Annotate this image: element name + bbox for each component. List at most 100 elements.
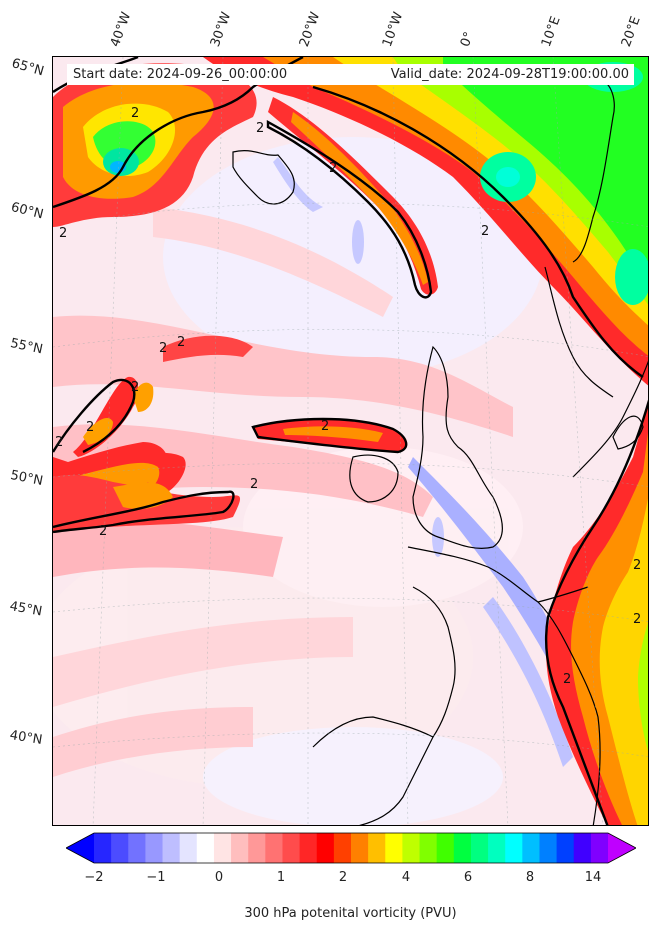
colorbar-cell: [248, 833, 266, 863]
colorbar-cell: [333, 833, 352, 863]
colorbar-cell: [453, 833, 472, 863]
lon-label: 30°W: [207, 10, 235, 49]
contour-label: 2: [329, 161, 337, 176]
lon-label: 10°E: [538, 14, 564, 50]
lon-label: 20°W: [296, 10, 324, 49]
lon-label: 0°: [457, 29, 478, 49]
colorbar-tick-label: 0: [214, 870, 224, 885]
contour-label: 2: [633, 612, 641, 627]
coastlines: [232, 80, 648, 825]
contour-northeast: [312, 85, 644, 378]
colorbar-outline: [66, 832, 636, 864]
colorbar-cell: [196, 833, 215, 863]
lat-label: 50°N: [9, 468, 45, 489]
colorbar-cell: [522, 833, 541, 863]
valid-date-label: Valid_date: 2024-09-28T19:00:00.00: [390, 67, 629, 82]
france-north-coast: [407, 546, 589, 603]
colorbar-cell: [265, 833, 284, 863]
lat-label: 65°N: [9, 56, 46, 80]
colorbar-cell: [488, 833, 506, 863]
colorbar-cell: [368, 833, 386, 863]
lon-label: 40°W: [107, 10, 135, 49]
colorbar-cell: [128, 833, 146, 863]
contour-filament: [266, 119, 433, 299]
colorbar-cell: [231, 833, 249, 863]
iberia-north-coast: [312, 716, 434, 748]
graticule: [53, 57, 648, 825]
contour-label: 2: [55, 435, 63, 450]
colorbar-tick-label: 14: [584, 870, 602, 885]
map-panel: 2 2 2 2 2 2 2 2 2 2 2 2 2 2 2 2: [52, 56, 649, 826]
lat-label: 45°N: [8, 599, 44, 620]
colorbar-cell: [94, 833, 112, 863]
colorbar-cell: [385, 833, 403, 863]
colorbar-cell: [162, 833, 181, 863]
colorbar-cell: [590, 833, 609, 863]
contour-label: 2: [250, 477, 258, 492]
greenland-norway-outline: [572, 80, 615, 263]
contour-label: 2: [177, 335, 185, 350]
colorbar-extend-high: [608, 833, 636, 863]
colorbar-tick-label: −1: [146, 870, 166, 885]
contour-label: 2: [159, 341, 167, 356]
colorbar-cell: [573, 833, 592, 863]
colorbar-cell: [470, 833, 489, 863]
great-britain-outline: [412, 345, 503, 549]
france-iberia-west-coast: [358, 586, 456, 825]
colorbar-cell: [299, 833, 318, 863]
contour-atlantic-south: [53, 490, 235, 534]
colorbar-cell: [179, 833, 198, 863]
colorbar-tick-label: 2: [338, 870, 348, 885]
lon-label: 20°E: [618, 14, 644, 50]
contour-label: 2: [481, 224, 489, 239]
colorbar-cell: [145, 833, 164, 863]
colorbar-cell: [556, 833, 575, 863]
start-date-label: Start date: 2024-09-26_00:00:00: [73, 67, 288, 82]
denmark-outline: [612, 415, 644, 450]
iceland-outline: [232, 150, 295, 205]
contour-label: 2: [99, 524, 107, 539]
contour-atlantic-central: [251, 417, 408, 454]
colorbar-cell: [351, 833, 369, 863]
lat-label: 55°N: [8, 336, 45, 358]
colorbar-title: 300 hPa potenital vorticity (PVU): [244, 906, 457, 921]
france-east-boundary: [537, 601, 601, 825]
colorbar-cell: [111, 833, 129, 863]
lat-label: 60°N: [9, 200, 45, 223]
contour-label: 2: [563, 672, 571, 687]
lat-label: 40°N: [8, 728, 44, 748]
contour-label: 2: [59, 226, 67, 241]
contour-label: 2: [321, 419, 329, 434]
contour-label: 2: [256, 121, 264, 136]
contour-label: 2: [633, 558, 641, 573]
colorbar-tick-label: 8: [525, 870, 535, 885]
colorbar-cell: [419, 833, 438, 863]
scandinavia-outline: [544, 266, 614, 398]
contour-label: 2: [131, 106, 139, 121]
contour-label: 2: [86, 420, 94, 435]
contour-southeast: [544, 399, 648, 825]
lon-label: 10°W: [379, 10, 407, 49]
colorbar-tick-label: 6: [463, 870, 473, 885]
contour-labels: 2 2 2 2 2 2 2 2 2 2 2 2 2 2 2 2: [55, 106, 641, 687]
ireland-outline: [349, 454, 399, 503]
pv-field-map: 2 2 2 2 2 2 2 2 2 2 2 2 2 2 2 2: [53, 57, 648, 825]
colorbar-tick-label: −2: [84, 870, 104, 885]
colorbar-cell: [505, 833, 523, 863]
colorbar-tick-label: 4: [401, 870, 411, 885]
contour-atlantic-west: [53, 378, 136, 454]
colorbar-cell: [316, 833, 335, 863]
colorbar-tick-label: 1: [276, 870, 286, 885]
colorbar-cell: [539, 833, 558, 863]
pv-atlantic-streamers: [53, 335, 408, 532]
colorbar-cell: [282, 833, 301, 863]
colorbar-cell: [436, 833, 455, 863]
contour-label: 2: [131, 380, 139, 395]
colorbar-extend-low: [66, 833, 94, 863]
date-info-bar: Start date: 2024-09-26_00:00:00 Valid_da…: [67, 64, 634, 85]
colorbar-cell: [402, 833, 421, 863]
north-sea-coast: [572, 360, 648, 478]
colorbar-cells: [66, 832, 636, 864]
colorbar: [66, 832, 636, 864]
colorbar-cell: [213, 833, 232, 863]
